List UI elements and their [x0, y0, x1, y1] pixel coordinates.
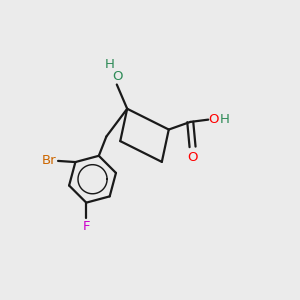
Text: O: O [209, 113, 219, 126]
Text: H: H [219, 113, 229, 126]
Text: Br: Br [42, 154, 57, 167]
Text: H: H [104, 58, 114, 71]
Text: O: O [113, 70, 123, 83]
Text: O: O [187, 151, 198, 164]
Text: F: F [82, 220, 90, 233]
